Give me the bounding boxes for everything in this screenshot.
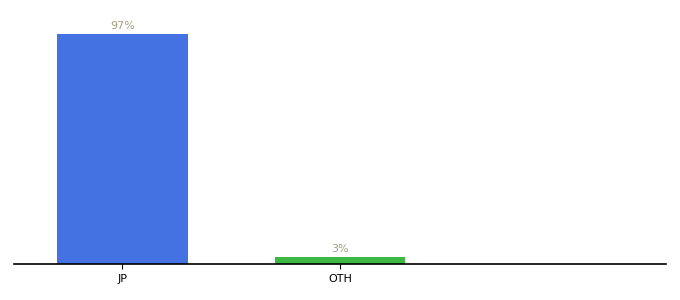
Bar — [275, 257, 405, 264]
Text: 97%: 97% — [110, 21, 135, 31]
Bar — [57, 34, 188, 264]
Text: 3%: 3% — [331, 244, 349, 254]
